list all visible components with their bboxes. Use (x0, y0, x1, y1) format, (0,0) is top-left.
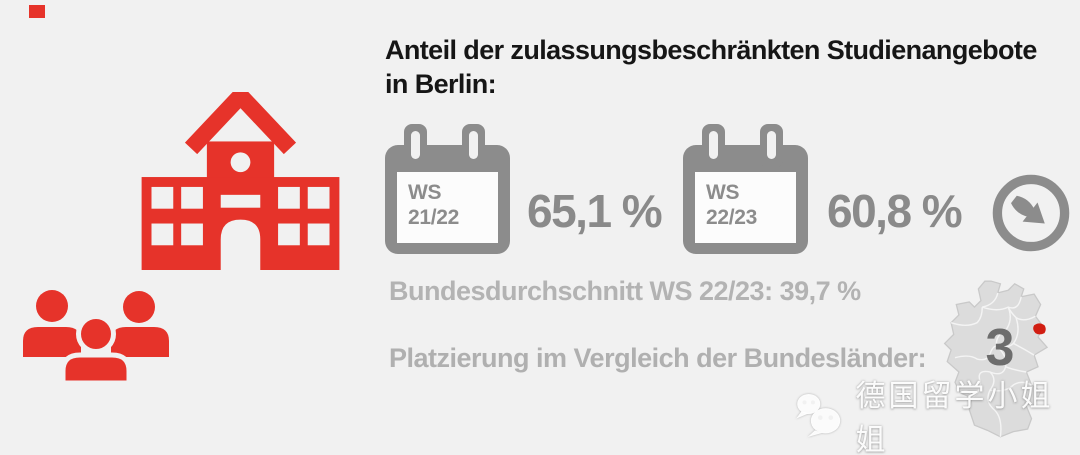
calendar-ring-left (702, 124, 725, 168)
germany-map (943, 280, 1049, 438)
calendar-label: WS 21/22 (408, 180, 459, 230)
ranking-label: Platzierung im Vergleich der Bundeslände… (389, 343, 927, 373)
semester-ws: WS (408, 181, 442, 204)
title-line-2: in Berlin: (385, 69, 497, 99)
semester-ws: WS (706, 181, 740, 204)
title-line-1: Anteil der zulassungsbeschränkten Studie… (385, 35, 1037, 65)
ranking-value: 3 (985, 319, 1015, 377)
calendar-page (695, 172, 796, 243)
calendar-icon-ws-21-22: WS 21/22 (385, 124, 510, 254)
stat-value-ws-21-22: 65,1 % (527, 185, 663, 237)
stat-value-ws-22-23: 60,8 % (827, 185, 963, 237)
students-group-icon (23, 290, 169, 386)
state-borders (950, 292, 1036, 437)
calendar-icon-ws-22-23: WS 22/23 (683, 124, 808, 254)
school-building-icon (141, 92, 340, 270)
watermark: 德国留学小姐姐 (793, 379, 1080, 455)
calendar-label: WS 22/23 (706, 180, 757, 230)
calendar-ring-left (404, 124, 427, 168)
page-title: Anteil der zulassungsbeschränkten Studie… (385, 33, 1045, 101)
arrow-down-right-circle-icon (992, 174, 1070, 252)
semester-term: 21/22 (408, 206, 460, 229)
calendar-ring-right (760, 124, 783, 168)
calendar-ring-right (462, 124, 485, 168)
corner-red-square (29, 5, 45, 18)
national-average-text: Bundesdurchschnitt WS 22/23: 39,7 % (389, 276, 861, 306)
berlin-marker (1033, 323, 1046, 335)
watermark-text: 德国留学小姐姐 (855, 379, 1054, 455)
semester-term: 22/23 (706, 206, 758, 229)
wechat-icon (796, 394, 841, 438)
calendar-page (397, 172, 498, 243)
